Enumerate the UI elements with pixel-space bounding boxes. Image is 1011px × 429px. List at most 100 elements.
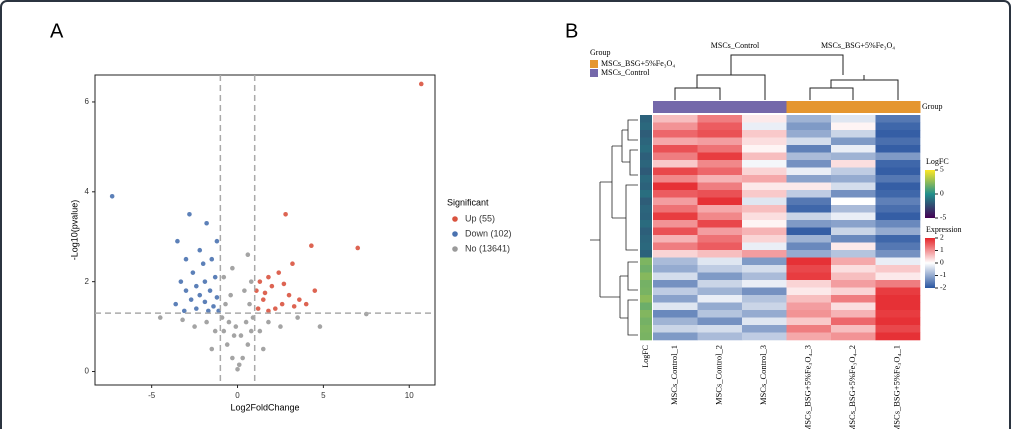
point <box>255 306 261 311</box>
heatmap-cell <box>875 227 921 236</box>
point <box>157 315 163 320</box>
group-cell <box>831 101 876 113</box>
heatmap-cell <box>653 242 698 251</box>
logfc-cell <box>640 122 652 131</box>
logfc-cell <box>640 280 652 288</box>
group-cell <box>653 101 698 113</box>
point <box>233 324 239 329</box>
heatmap-cell <box>653 235 698 243</box>
legend-title: Significant <box>447 197 489 207</box>
heatmap-cell <box>653 265 698 273</box>
column-dendrogram <box>674 54 899 100</box>
point <box>212 328 218 334</box>
heatmap-cell <box>786 167 832 176</box>
heatmap-cell <box>653 280 698 288</box>
logfc-cell <box>640 160 652 168</box>
point <box>317 324 323 329</box>
point <box>183 256 189 262</box>
point <box>230 355 235 361</box>
legend-title: Expression <box>926 225 962 234</box>
point <box>355 245 361 251</box>
point <box>283 211 288 217</box>
heatmap-cell <box>875 122 921 131</box>
legend-label: MSCs_BSG+5%Fe₃O₄ <box>601 59 675 68</box>
heatmap-cell <box>875 137 921 146</box>
point <box>221 274 227 280</box>
point <box>228 292 233 298</box>
heatmap-cell <box>742 310 787 318</box>
point <box>206 308 211 314</box>
point <box>248 279 254 284</box>
heatmap-cell <box>697 160 743 168</box>
heatmap-cell <box>875 317 921 326</box>
point <box>240 355 245 361</box>
point <box>245 342 251 347</box>
heatmap-cell <box>742 295 787 303</box>
point <box>281 281 287 287</box>
heatmap-cell <box>831 212 876 221</box>
heatmap-cell <box>786 280 832 288</box>
group-cell <box>875 101 921 113</box>
heatmap-cell <box>697 182 743 191</box>
heatmap-cell <box>742 190 787 198</box>
legend-label: MSCs_Control <box>601 68 650 77</box>
heatmap-cell <box>697 152 743 161</box>
heatmap-cell <box>831 295 876 303</box>
logfc-cell <box>640 302 652 311</box>
heatmap-cell <box>831 242 876 251</box>
logfc-cell <box>640 130 652 138</box>
logfc-cell <box>640 220 652 228</box>
logfc-cell <box>640 115 652 123</box>
point <box>248 328 254 334</box>
colorbar-tick-label: -2 <box>940 283 946 292</box>
y-tick-label: 4 <box>85 187 90 196</box>
heatmap-cell <box>697 212 743 221</box>
point <box>223 301 228 307</box>
colorbar-tick-label: 5 <box>940 165 944 174</box>
heatmap-cell <box>786 325 832 333</box>
point <box>260 346 266 352</box>
point <box>230 265 235 271</box>
heatmap-cell <box>697 242 743 251</box>
point <box>303 301 309 307</box>
heatmap-cell <box>653 317 698 326</box>
heatmap-cell <box>831 115 876 123</box>
heatmap-cell <box>875 332 921 341</box>
heatmap-cell <box>875 175 921 183</box>
heatmap-cell <box>742 242 787 251</box>
heatmap-cell <box>831 332 876 341</box>
heatmap-cell <box>653 257 698 266</box>
logfc-cell <box>640 242 652 251</box>
colorbar-tick-label: -5 <box>940 213 946 222</box>
point <box>197 292 203 298</box>
column-label: MSCs_BSG+5%Fe₃O₄_1 <box>892 345 902 429</box>
heatmap-cell <box>875 302 921 311</box>
colorbar <box>925 238 935 288</box>
heatmap-cell <box>742 197 787 206</box>
point <box>266 308 271 314</box>
heatmap-cell <box>653 212 698 221</box>
column-label: MSCs_Control_2 <box>714 345 724 405</box>
heatmap-cell <box>742 130 787 138</box>
logfc-cell <box>640 265 652 273</box>
heatmap-cell <box>875 160 921 168</box>
legend-label: No (13641) <box>465 243 510 253</box>
heatmap-cell <box>875 265 921 273</box>
y-tick-label: 0 <box>85 367 90 376</box>
logfc-cell <box>640 235 652 243</box>
point <box>247 301 252 307</box>
panel-label: A <box>50 20 64 42</box>
heatmap-cell <box>697 265 743 273</box>
heatmap-cell <box>875 287 921 296</box>
heatmap-cell <box>875 115 921 123</box>
heatmap-cell <box>697 317 743 326</box>
heatmap-cell <box>875 145 921 153</box>
point <box>226 319 232 325</box>
heatmap-cell <box>831 205 876 213</box>
logfc-cell <box>640 325 652 333</box>
heatmap-cell <box>653 115 698 123</box>
heatmap-cell <box>697 310 743 318</box>
heatmap-cell <box>831 317 876 326</box>
point <box>221 328 227 334</box>
logfc-cell <box>640 317 652 326</box>
